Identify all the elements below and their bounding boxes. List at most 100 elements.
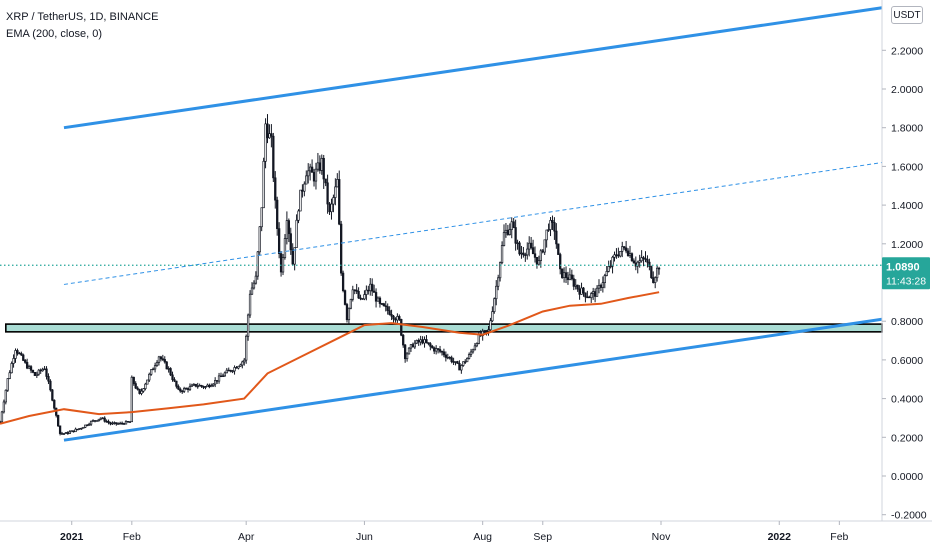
- candle-body: [60, 433, 64, 435]
- candle-body: [524, 254, 527, 256]
- channel-lower-line[interactable]: [63, 317, 883, 442]
- candle-body: [208, 384, 211, 388]
- candle-body: [433, 347, 436, 352]
- candle-body: [89, 420, 93, 425]
- candle-body: [473, 345, 477, 351]
- candle-body: [291, 249, 294, 265]
- candle-body: [464, 361, 467, 363]
- time-axis[interactable]: 2021 Feb Apr Jun Aug Sep Nov 2022 Feb: [60, 521, 849, 543]
- candle-body: [386, 306, 389, 311]
- candle-body: [624, 247, 628, 252]
- candle-body: [491, 311, 494, 322]
- candle-body: [584, 292, 587, 298]
- candle-body: [134, 383, 137, 389]
- channel-upper-line[interactable]: [63, 6, 883, 130]
- candle-body: [6, 378, 9, 391]
- candle-body: [202, 386, 205, 388]
- candle-body: [297, 210, 300, 221]
- candle-body: [580, 287, 583, 295]
- candle-body: [559, 254, 562, 270]
- candle-body: [502, 232, 506, 246]
- candle-body: [266, 123, 269, 139]
- candle-body: [128, 421, 132, 423]
- candle-body: [512, 221, 515, 228]
- candle-body: [444, 354, 447, 358]
- candle-body: [43, 368, 46, 371]
- candle-body: [345, 304, 349, 321]
- candle-body: [307, 170, 310, 177]
- candle-body: [184, 388, 188, 390]
- candle-body: [553, 222, 556, 232]
- candle-body: [212, 383, 215, 386]
- candle-body: [305, 175, 308, 185]
- channel-mid-dashed-line[interactable]: [63, 162, 883, 285]
- candle-body: [365, 289, 368, 295]
- candle-body: [78, 428, 81, 430]
- candle-body: [312, 172, 316, 182]
- candle-body: [130, 376, 133, 423]
- y-tick-label: 1.4000: [891, 200, 923, 212]
- candle-body: [402, 334, 405, 346]
- candle-body: [219, 375, 223, 378]
- candle-body: [541, 250, 544, 253]
- candle-body: [243, 359, 246, 363]
- candle-body: [248, 293, 252, 316]
- candle-body: [252, 282, 256, 289]
- candle-body: [485, 330, 488, 332]
- candle-body: [407, 347, 411, 355]
- candle-body: [18, 352, 21, 355]
- candle-body: [592, 291, 595, 294]
- legend-indicator[interactable]: EMA (200, close, 0): [6, 28, 102, 40]
- candle-body: [206, 384, 209, 388]
- currency-badge[interactable]: USDT: [891, 6, 923, 24]
- candle-body: [279, 253, 283, 273]
- candle-body: [450, 357, 453, 362]
- candle-body: [384, 305, 387, 307]
- ema-line[interactable]: [0, 291, 660, 425]
- candle-body: [214, 380, 217, 385]
- y-tick-label: 0.0000: [891, 471, 923, 483]
- candle-body: [113, 422, 116, 424]
- candle-body: [655, 267, 659, 279]
- candle-body: [192, 383, 195, 386]
- candle-body: [37, 369, 40, 375]
- candle-body: [245, 335, 248, 361]
- candle-body: [161, 358, 164, 360]
- candle-body: [630, 253, 634, 262]
- candle-body: [514, 227, 517, 244]
- candle-body: [186, 388, 190, 390]
- candle-body: [8, 372, 11, 379]
- candle-body: [250, 287, 254, 295]
- candle-body: [314, 168, 318, 182]
- candle-body: [72, 430, 75, 433]
- candle-body: [119, 422, 122, 425]
- candle-body: [413, 342, 416, 348]
- candle-body: [82, 426, 85, 429]
- candle-body: [155, 362, 159, 367]
- candle-body: [196, 385, 199, 388]
- current-price-tag: 1.0890 11:43:28: [882, 257, 930, 290]
- candle-body: [227, 369, 230, 372]
- candle-body: [14, 350, 17, 359]
- candle-body: [320, 157, 323, 171]
- candle-body: [51, 389, 54, 401]
- x-tick-label: Apr: [238, 531, 255, 543]
- candle-body: [435, 348, 438, 352]
- x-tick-label: Feb: [123, 531, 141, 543]
- candle-body: [551, 219, 554, 223]
- x-tick-label: 2021: [60, 531, 84, 543]
- candle-body: [626, 250, 630, 256]
- candle-body: [68, 431, 71, 434]
- x-tick-label: Jun: [356, 531, 373, 543]
- legend-title[interactable]: XRP / TetherUS, 1D, BINANCE: [6, 11, 158, 23]
- candle-body: [49, 380, 52, 391]
- x-tick-label: Nov: [652, 531, 671, 543]
- candle-body: [526, 248, 529, 256]
- candle-body: [301, 189, 304, 192]
- candle-body: [111, 422, 114, 425]
- candle-body: [326, 182, 329, 205]
- candle-body: [510, 221, 513, 230]
- candle-body: [611, 256, 614, 267]
- candle-body: [268, 133, 271, 139]
